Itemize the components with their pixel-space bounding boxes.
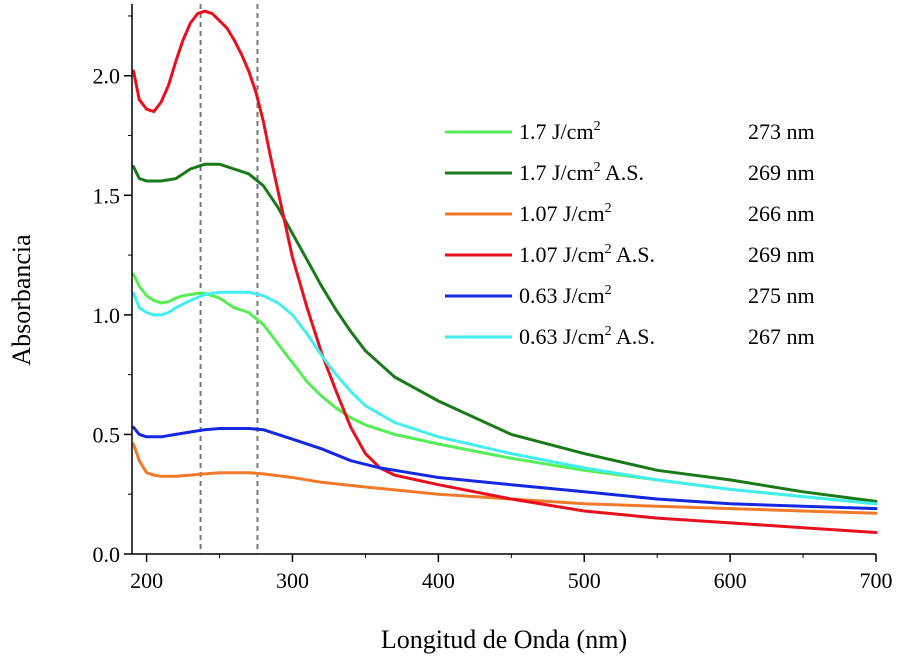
x-axis-title: Longitud de Onda (nm) [381, 625, 627, 654]
legend-item: 1.7 J/cm2 A.S. 269 nm [445, 160, 815, 185]
x-tick-label: 200 [130, 568, 163, 593]
legend-item: 1.07 J/cm2 A.S. 269 nm [445, 242, 815, 267]
legend-peak-value: 269 nm [748, 242, 815, 267]
series-line [132, 425, 878, 511]
series-line [132, 290, 878, 506]
y-tick-label: 0.0 [93, 542, 121, 567]
x-tick-label: 400 [422, 568, 455, 593]
legend-item: 0.63 J/cm2 A.S. 267 nm [445, 324, 815, 349]
y-tick-label: 0.5 [93, 422, 121, 447]
x-tick-label: 700 [860, 568, 893, 593]
series-line [132, 442, 878, 515]
legend-item: 0.63 J/cm2 275 nm [445, 283, 815, 308]
legend-peak-value: 269 nm [748, 160, 815, 185]
y-tick-label: 2.0 [93, 64, 121, 89]
series-line [132, 9, 878, 534]
legend-label: 0.63 J/cm2 A.S. [519, 324, 655, 349]
y-tick-label: 1.0 [93, 303, 121, 328]
legend-label: 1.7 J/cm2 A.S. [519, 160, 644, 185]
series-group [132, 9, 878, 534]
ticks: 200 300 400 500 600 700 0.0 0.5 1.0 1.5 2.0 [93, 15, 893, 593]
legend-peak-value: 275 nm [748, 283, 815, 308]
axes [131, 4, 876, 555]
x-tick-label: 300 [276, 568, 309, 593]
x-tick-label: 600 [714, 568, 747, 593]
legend-peak-value: 273 nm [748, 119, 815, 144]
y-tick-label: 1.5 [93, 183, 121, 208]
legend-peak-value: 267 nm [748, 324, 815, 349]
legend-label: 1.7 J/cm2 [519, 119, 601, 144]
x-tick-label: 500 [568, 568, 601, 593]
legend: 1.7 J/cm2 273 nm1.7 J/cm2 A.S. 269 nm1.07 … [445, 119, 815, 349]
legend-label: 0.63 J/cm2 [519, 283, 612, 308]
legend-label: 1.07 J/cm2 A.S. [519, 242, 655, 267]
series-line [132, 162, 878, 503]
series-line [132, 272, 878, 506]
y-axis-title: Absorbancia [7, 234, 36, 366]
legend-label: 1.07 J/cm2 [519, 201, 612, 226]
legend-item: 1.7 J/cm2 273 nm [445, 119, 815, 144]
legend-item: 1.07 J/cm2 266 nm [445, 201, 815, 226]
legend-peak-value: 266 nm [748, 201, 815, 226]
